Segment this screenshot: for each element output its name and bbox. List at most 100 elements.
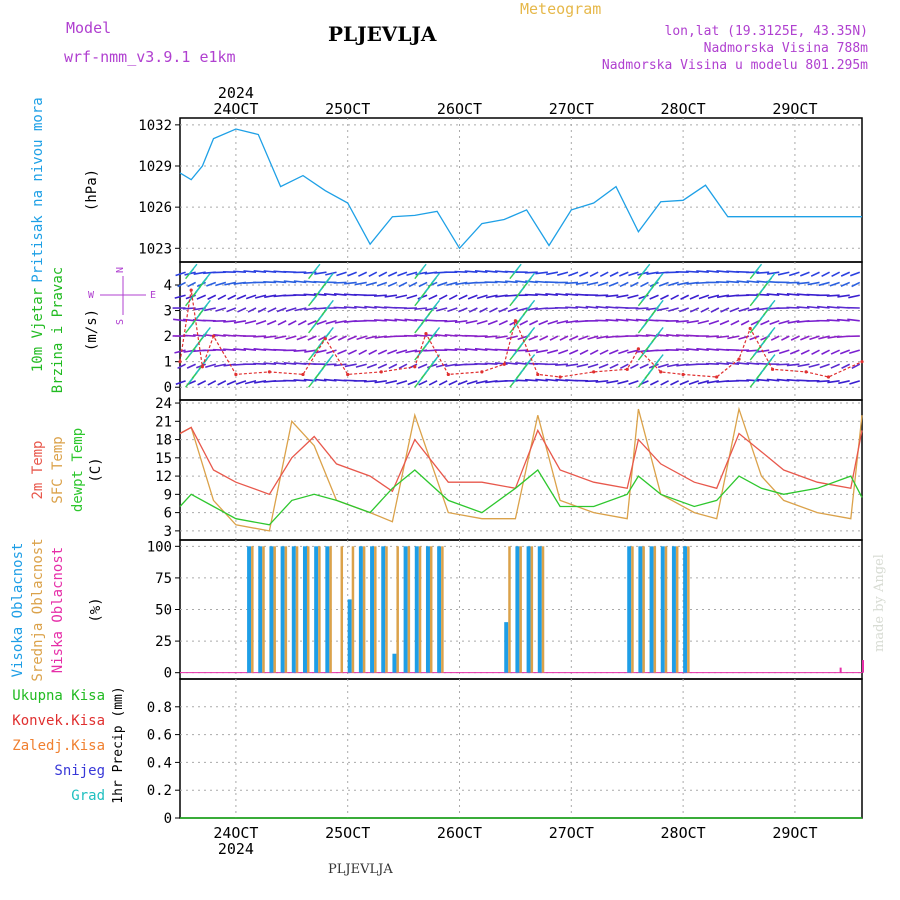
wind-arrow [787, 319, 800, 324]
wind-arrow [187, 281, 197, 288]
cloud-high-bar [638, 546, 643, 673]
wind-arrow [224, 281, 237, 286]
wind-arrow [557, 271, 569, 276]
wind-arrow [826, 294, 840, 297]
wind-arrow [506, 335, 518, 340]
wind-arrow [237, 307, 247, 313]
y-tick-label: 6 [164, 506, 172, 522]
wind-arrow [364, 305, 377, 309]
cloud-mid-bar [251, 546, 254, 673]
wind-arrow [519, 320, 529, 326]
wind-arrow [569, 349, 579, 355]
cloud-high-bar [325, 546, 330, 673]
wind-arrow-calm [766, 272, 776, 284]
wind-arrow [630, 281, 639, 288]
y-tick-label: 1023 [138, 241, 172, 257]
wind-arrow [434, 333, 448, 337]
compass-n: N [115, 267, 126, 273]
wind-arrow [428, 294, 438, 300]
wind-arrow [666, 363, 679, 368]
wind-arrow [233, 270, 247, 274]
cloud-mid-bar [508, 546, 511, 673]
wind-arrow [347, 349, 357, 355]
wind-arrow [226, 307, 237, 313]
cloud-low-axis-label: Niska Oblacnost [50, 547, 66, 673]
wind-arrow [689, 294, 700, 300]
wind-arrow [484, 269, 498, 274]
wind-arrow [263, 335, 277, 339]
wind-arrow [333, 281, 347, 284]
wind-arrow [454, 348, 468, 351]
cloud-mid-bar [530, 546, 534, 673]
wind-speed-point [737, 357, 741, 361]
y-tick-label: 25 [155, 634, 172, 650]
wind-arrow [418, 281, 428, 288]
wind-arrow [516, 307, 528, 312]
wind-arrow [528, 335, 539, 341]
wind-arrow [539, 335, 549, 341]
wind-arrow [616, 294, 629, 299]
wind-arrow [368, 271, 378, 278]
wind-arrow [817, 305, 830, 309]
wind-arrow [356, 335, 367, 341]
wind-axis-label-2: Brzina i Pravac [50, 267, 66, 393]
wind-speed-point [748, 326, 752, 331]
wind-arrow [829, 281, 840, 287]
wind-arrow [408, 281, 418, 288]
wind-arrow [619, 271, 629, 277]
cloud-high-bar [515, 546, 520, 673]
wind-arrow [347, 271, 357, 277]
compass-s: S [115, 319, 126, 325]
wind-arrow [464, 270, 478, 274]
wind-arrow [316, 320, 327, 326]
y-tick-label: 0 [164, 666, 172, 682]
wind-arrow [465, 319, 478, 324]
wind-arrow [418, 380, 428, 386]
wind-arrow [800, 349, 810, 355]
wind-arrow-calm [654, 354, 664, 366]
wind-arrow [437, 281, 448, 287]
wind-arrow [840, 271, 851, 277]
year-label-top: 2024 [218, 84, 254, 102]
cloud-high-bar [671, 546, 676, 673]
wind-arrow [293, 379, 307, 382]
wind-arrow [766, 271, 780, 275]
wind-arrow [414, 334, 428, 337]
wind-arrow [328, 335, 337, 341]
wind-arrow [223, 319, 236, 323]
wind-arrow [474, 347, 488, 351]
wind-arrow [358, 349, 368, 355]
wind-arrow [736, 280, 750, 284]
y-tick-label: 0.6 [147, 728, 172, 744]
wind-arrow [426, 363, 438, 369]
wind-arrow [325, 320, 337, 325]
wind-arrow [838, 380, 850, 385]
wind-arrow [484, 335, 498, 339]
wind-arrow [827, 380, 840, 384]
wind-arrow [575, 281, 589, 286]
wind-arrow [700, 307, 710, 313]
cloud-high-bar [504, 622, 509, 673]
x-tick-label-bottom: 25OCT [325, 824, 370, 842]
wind-arrow [546, 349, 559, 354]
wind-arrow [438, 294, 448, 301]
wind-arrow-calm [324, 272, 334, 284]
wind-arrow [786, 306, 800, 309]
wind-arrow [307, 320, 317, 326]
wind-arrow-calm [201, 327, 211, 338]
wind-arrow-calm [654, 272, 664, 284]
wind-arrow [479, 307, 488, 313]
wind-arrow [818, 281, 830, 287]
wind-arrow [303, 293, 317, 297]
wind-arrow [686, 319, 699, 324]
wind-arrow [314, 271, 327, 275]
cloud-mid-bar [351, 546, 355, 673]
wind-arrow [830, 363, 840, 369]
cloud-mid-bar [407, 546, 411, 673]
wind-arrow [767, 349, 780, 354]
wind-arrow [826, 319, 840, 322]
wind-arrow [385, 380, 398, 385]
y-tick-label: 24 [155, 396, 172, 412]
wind-arrow [254, 380, 267, 384]
wind-arrow [670, 294, 680, 301]
